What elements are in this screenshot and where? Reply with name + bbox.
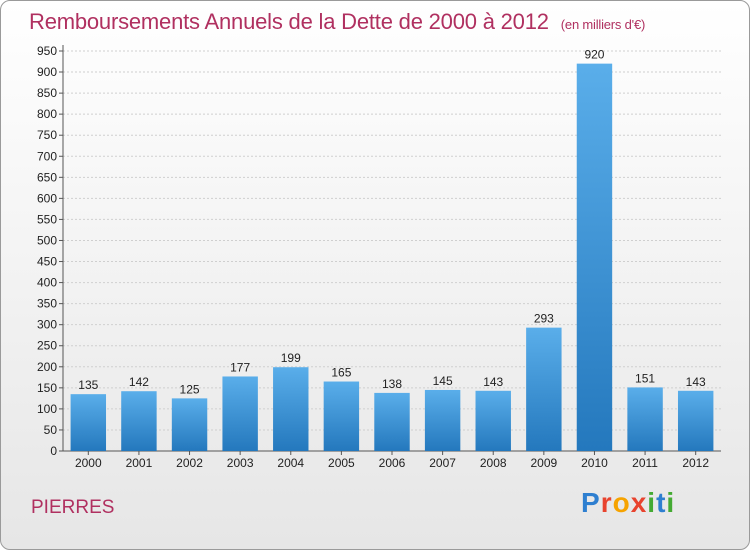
- bar-2003: [222, 376, 258, 451]
- y-tick-label: 250: [37, 339, 57, 353]
- value-label-2003: 177: [230, 360, 250, 374]
- y-tick-label: 750: [37, 128, 57, 142]
- y-tick-label: 900: [37, 65, 57, 79]
- chart-title: Remboursements Annuels de la Dette de 20…: [29, 9, 645, 35]
- y-tick-label: 950: [37, 44, 57, 58]
- value-label-2002: 125: [180, 382, 200, 396]
- bar-2010: [576, 63, 613, 451]
- y-tick-label: 500: [37, 233, 57, 247]
- bar-2002: [171, 398, 208, 451]
- value-label-2010: 920: [584, 48, 604, 62]
- x-tick-label-2007: 2007: [429, 456, 456, 470]
- y-tick-label: 450: [37, 255, 57, 269]
- logo-letter: i: [666, 487, 676, 518]
- logo-letter: t: [656, 487, 667, 518]
- x-tick-label-2005: 2005: [328, 456, 355, 470]
- unit-label: (en milliers d'€): [560, 17, 646, 32]
- y-tick-label: 850: [37, 86, 57, 100]
- x-tick-label-2010: 2010: [581, 456, 608, 470]
- y-tick-label: 0: [50, 444, 57, 458]
- y-tick-label: 50: [44, 423, 58, 437]
- value-label-2005: 165: [331, 366, 351, 380]
- commune-name: PIERRES: [31, 497, 115, 518]
- bar-2001: [121, 391, 157, 451]
- title-text: Remboursements Annuels de la Dette de 20…: [29, 9, 549, 34]
- logo-letter: o: [612, 487, 631, 518]
- y-tick-label: 150: [37, 381, 57, 395]
- value-label-2009: 293: [534, 312, 554, 326]
- logo-letter: i: [647, 487, 657, 518]
- y-tick-label: 400: [37, 276, 57, 290]
- grid-lines: [63, 50, 721, 452]
- value-label-2004: 199: [281, 351, 301, 365]
- x-tick-label-2009: 2009: [530, 456, 557, 470]
- bar-2009: [526, 327, 562, 451]
- x-tick-label-2002: 2002: [176, 456, 203, 470]
- y-tick-label: 550: [37, 212, 57, 226]
- bar-2004: [273, 367, 309, 451]
- value-label-2001: 142: [129, 375, 149, 389]
- value-label-2012: 143: [686, 375, 706, 389]
- y-tick-label: 650: [37, 170, 57, 184]
- value-label-2011: 151: [635, 371, 655, 385]
- value-label-2000: 135: [78, 378, 98, 392]
- logo-letter: x: [630, 487, 648, 518]
- bar-2006: [374, 392, 410, 451]
- proxiti-logo: Proxiti: [581, 487, 675, 519]
- value-label-2008: 143: [483, 375, 503, 389]
- x-tick-label-2000: 2000: [75, 456, 102, 470]
- x-tick-label-2003: 2003: [227, 456, 254, 470]
- y-tick-label: 100: [37, 402, 57, 416]
- value-label-2006: 138: [382, 377, 402, 391]
- y-tick-label: 700: [37, 149, 57, 163]
- bar-2012: [677, 390, 714, 451]
- bar-2000: [70, 394, 107, 451]
- x-tick-label-2004: 2004: [277, 456, 304, 470]
- bar-2008: [475, 390, 511, 451]
- y-tick-label: 600: [37, 191, 57, 205]
- bar-2005: [323, 381, 360, 451]
- y-tick-label: 350: [37, 297, 57, 311]
- value-label-2007: 145: [433, 374, 453, 388]
- x-tick-label-2006: 2006: [379, 456, 406, 470]
- x-tick-label-2012: 2012: [682, 456, 709, 470]
- labels: 135 2000 142 2001 125 2002 177 2003 199 2004 165 20…: [75, 48, 709, 470]
- y-tick-label: 300: [37, 318, 57, 332]
- x-tick-label-2001: 2001: [126, 456, 153, 470]
- x-tick-label-2008: 2008: [480, 456, 507, 470]
- y-tick-label: 800: [37, 107, 57, 121]
- bar-2011: [627, 387, 663, 451]
- logo-letter: r: [600, 487, 613, 518]
- x-tick-label-2011: 2011: [632, 456, 658, 470]
- bars: [70, 63, 714, 451]
- bar-2007: [424, 389, 461, 451]
- logo-letter: P: [581, 487, 601, 518]
- y-tick-label: 200: [37, 360, 57, 374]
